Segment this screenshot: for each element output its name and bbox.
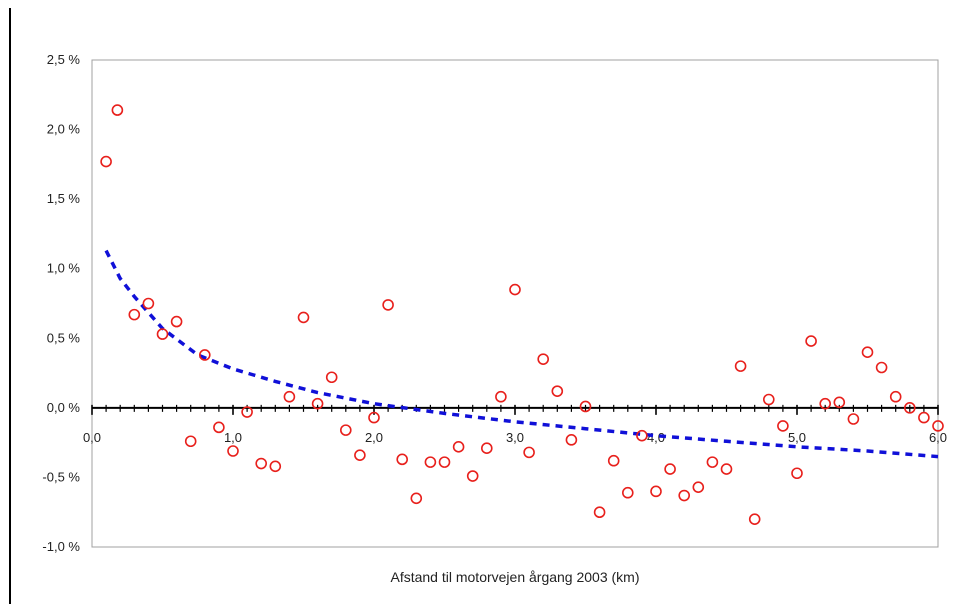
data-point [156,328,169,340]
data-point [762,393,775,406]
data-point [621,486,634,499]
x-tick-label: 1,0 [224,430,242,445]
y-tick-label: 0,0 % [47,400,81,415]
data-point [650,485,662,498]
data-point [297,311,310,324]
y-tick-label: 1,0 % [47,261,81,276]
data-point [354,449,366,461]
data-point [480,442,493,455]
data-point [636,429,648,442]
x-tick-label: 3,0 [506,430,524,445]
data-point [875,361,888,374]
data-point [255,457,268,470]
data-point [565,434,578,446]
data-point [664,463,676,475]
data-point [593,506,606,519]
data-point [396,453,409,466]
data-point [438,456,451,468]
data-point [311,397,324,410]
data-point [819,397,832,410]
data-point [339,424,352,436]
trend-line-path [104,249,939,459]
data-point [509,283,521,296]
data-point [325,371,338,384]
data-point [111,104,124,116]
y-tick-label: 0,5 % [47,330,81,345]
data-point [918,411,930,424]
plot-area [91,59,939,548]
data-point [368,411,380,424]
data-point [777,420,789,432]
data-point [184,435,197,448]
data-point [607,454,620,467]
data-point [410,492,423,505]
y-tick-label: 2,5 % [47,52,81,67]
y-tick-label: -0,5 % [42,469,80,484]
data-point [579,400,592,413]
data-point [833,396,846,409]
data-point [170,315,183,328]
data-point [466,470,479,482]
data-point [791,467,803,480]
data-point [889,390,902,403]
data-point [382,299,394,311]
data-point [748,513,761,525]
data-point [861,346,874,359]
data-point [720,463,733,475]
data-point [227,445,239,457]
data-point [523,446,535,459]
x-tick-label: 5,0 [788,430,806,445]
data-point [903,402,916,414]
data-point [805,335,817,347]
data-point [678,489,691,502]
data-point [269,460,282,473]
data-point [128,308,141,321]
data-point [734,360,747,372]
data-point [213,421,225,434]
x-tick-label: 0,0 [83,430,101,445]
data-point [706,456,719,468]
data-point [452,441,465,453]
x-tick-label: 6,0 [929,430,947,445]
data-point [283,390,296,403]
y-tick-labels: -1,0 % -0,5 % 0,0 % 0,5 % 1,0 % 1,5 % 2,0 % 2,5… [42,52,80,554]
data-point [537,353,550,365]
y-tick-label: 1,5 % [47,191,81,206]
x-axis-title: Afstand til motorvejen årgang 2003 (km) [390,569,639,585]
data-point [692,481,705,493]
data-point [142,297,155,310]
y-tick-label: 2,0 % [47,122,81,137]
data-point [551,385,564,397]
data-point [495,390,507,403]
data-points [100,104,944,525]
data-point [199,349,211,361]
x-axis [91,404,939,415]
trend-line [104,249,939,459]
x-tick-labels: 0,0 1,0 2,0 3,0 4,0 5,0 6,0 [83,430,947,445]
x-tick-label: 2,0 [365,430,383,445]
data-point [847,413,860,425]
data-point [424,456,437,468]
data-point [241,406,253,418]
y-tick-label: -1,0 % [42,539,80,554]
data-point [932,420,944,432]
data-point [100,155,112,168]
